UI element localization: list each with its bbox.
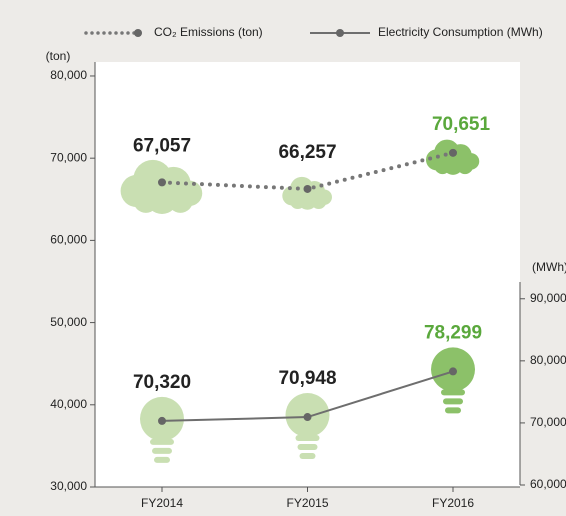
legend-label: CO₂ Emissions (ton) [154, 25, 263, 39]
cloud-icon [282, 176, 332, 210]
y-tick-label: 80,000 [50, 68, 87, 82]
cloud-part [167, 187, 194, 213]
y-tick-label: 70,000 [50, 150, 87, 164]
series-point [303, 184, 312, 193]
legend-swatch-marker [134, 29, 142, 37]
y-tick-label: 60,000 [50, 233, 87, 247]
series-point [158, 416, 166, 425]
y-tick-label: 50,000 [50, 315, 87, 329]
value-label: 78,299 [424, 322, 482, 343]
y-tick-label: 40,000 [50, 397, 87, 411]
value-label: 70,651 [432, 114, 491, 135]
bulb-base [295, 435, 320, 442]
bulb-base [299, 453, 316, 460]
x-tick-label: FY2015 [286, 496, 328, 510]
cloud-part [434, 157, 451, 175]
cloud-icon [120, 159, 203, 214]
x-tick-label: FY2014 [141, 496, 183, 510]
bulb-base [441, 389, 465, 396]
value-label: 70,948 [278, 368, 336, 389]
legend-swatch-marker [336, 29, 344, 37]
legend-label: Electricity Consumption (MWh) [378, 25, 543, 39]
x-tick-label: FY2016 [432, 496, 474, 510]
legend: CO₂ Emissions (ton) Electricity Consumpt… [84, 25, 543, 39]
cloud-part [456, 157, 474, 175]
y2-tick-label: 90,000 [530, 291, 566, 305]
value-label: 70,320 [133, 372, 191, 393]
bulb-base [443, 398, 463, 405]
bulb-base [154, 456, 170, 463]
series-point [303, 413, 312, 422]
bulb-base [150, 438, 174, 445]
bulb-base [152, 447, 172, 454]
cloud-part [290, 193, 306, 210]
decorations [120, 139, 480, 463]
series-point [158, 178, 166, 187]
bulb-base [297, 444, 318, 451]
y2-tick-label: 70,000 [530, 415, 566, 429]
cloud-part [311, 193, 327, 210]
series-point [449, 148, 457, 157]
value-label: 66,257 [278, 142, 336, 163]
y-tick-label: 30,000 [50, 479, 87, 493]
y-axis-label: (ton) [46, 49, 71, 63]
y2-tick-label: 80,000 [530, 353, 566, 367]
value-label: 67,057 [133, 135, 191, 156]
y2-tick-label: 60,000 [530, 477, 566, 491]
bulb-base [445, 407, 461, 414]
cloud-part [133, 187, 159, 213]
y2-axis-label: (MWh) [532, 260, 566, 274]
series-point [449, 367, 457, 376]
